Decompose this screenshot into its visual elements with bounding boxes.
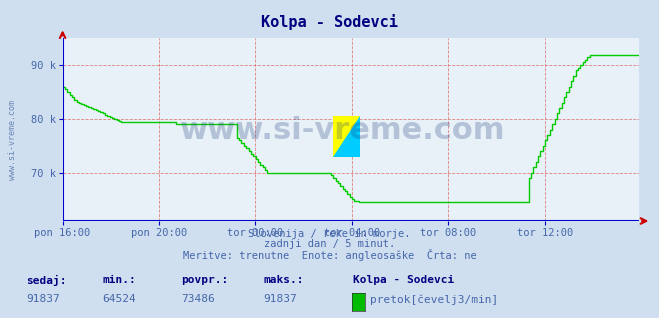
Text: sedaj:: sedaj:	[26, 275, 67, 286]
Text: pretok[čevelj3/min]: pretok[čevelj3/min]	[370, 294, 499, 305]
Text: maks.:: maks.:	[264, 275, 304, 285]
Text: 73486: 73486	[181, 294, 215, 304]
Text: 91837: 91837	[264, 294, 297, 304]
Text: Kolpa - Sodevci: Kolpa - Sodevci	[353, 275, 454, 285]
Text: Slovenija / reke in morje.: Slovenija / reke in morje.	[248, 229, 411, 239]
Text: Kolpa - Sodevci: Kolpa - Sodevci	[261, 14, 398, 30]
Text: min.:: min.:	[102, 275, 136, 285]
Text: Meritve: trenutne  Enote: angleosaške  Črta: ne: Meritve: trenutne Enote: angleosaške Črt…	[183, 249, 476, 261]
Text: zadnji dan / 5 minut.: zadnji dan / 5 minut.	[264, 239, 395, 249]
Polygon shape	[333, 116, 360, 157]
Text: povpr.:: povpr.:	[181, 275, 229, 285]
Text: www.si-vreme.com: www.si-vreme.com	[180, 116, 505, 145]
Text: 64524: 64524	[102, 294, 136, 304]
Text: www.si-vreme.com: www.si-vreme.com	[8, 100, 17, 180]
Text: 91837: 91837	[26, 294, 60, 304]
Polygon shape	[333, 116, 360, 157]
